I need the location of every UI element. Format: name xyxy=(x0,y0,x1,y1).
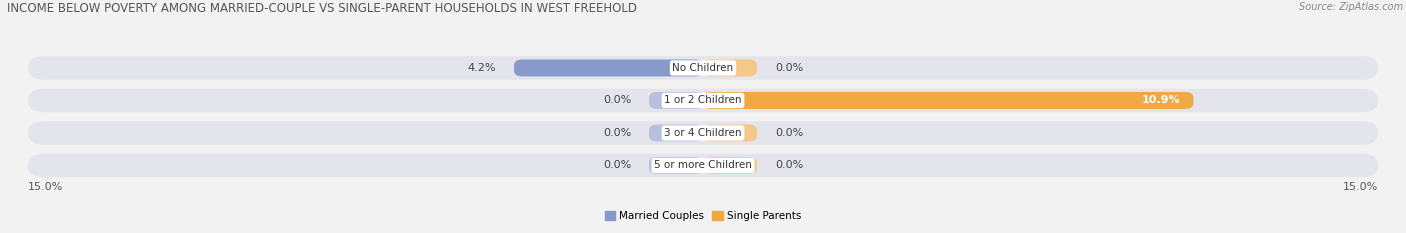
Text: 3 or 4 Children: 3 or 4 Children xyxy=(664,128,742,138)
Text: 0.0%: 0.0% xyxy=(775,128,803,138)
FancyBboxPatch shape xyxy=(28,89,1378,112)
FancyBboxPatch shape xyxy=(703,124,756,141)
Text: Source: ZipAtlas.com: Source: ZipAtlas.com xyxy=(1299,2,1403,12)
Text: No Children: No Children xyxy=(672,63,734,73)
Text: 15.0%: 15.0% xyxy=(28,182,63,192)
Text: INCOME BELOW POVERTY AMONG MARRIED-COUPLE VS SINGLE-PARENT HOUSEHOLDS IN WEST FR: INCOME BELOW POVERTY AMONG MARRIED-COUPL… xyxy=(7,2,637,15)
FancyBboxPatch shape xyxy=(650,124,703,141)
FancyBboxPatch shape xyxy=(28,154,1378,177)
FancyBboxPatch shape xyxy=(515,59,703,76)
FancyBboxPatch shape xyxy=(703,92,1194,109)
Text: 10.9%: 10.9% xyxy=(1142,96,1180,106)
Text: 0.0%: 0.0% xyxy=(775,63,803,73)
Legend: Married Couples, Single Parents: Married Couples, Single Parents xyxy=(605,211,801,221)
FancyBboxPatch shape xyxy=(703,59,756,76)
FancyBboxPatch shape xyxy=(650,92,703,109)
Text: 4.2%: 4.2% xyxy=(468,63,496,73)
Text: 0.0%: 0.0% xyxy=(603,128,631,138)
FancyBboxPatch shape xyxy=(703,157,756,174)
Text: 0.0%: 0.0% xyxy=(603,161,631,171)
FancyBboxPatch shape xyxy=(28,121,1378,145)
Text: 0.0%: 0.0% xyxy=(775,161,803,171)
Text: 15.0%: 15.0% xyxy=(1343,182,1378,192)
Text: 5 or more Children: 5 or more Children xyxy=(654,161,752,171)
Text: 0.0%: 0.0% xyxy=(603,96,631,106)
Text: 1 or 2 Children: 1 or 2 Children xyxy=(664,96,742,106)
FancyBboxPatch shape xyxy=(650,157,703,174)
FancyBboxPatch shape xyxy=(28,56,1378,80)
